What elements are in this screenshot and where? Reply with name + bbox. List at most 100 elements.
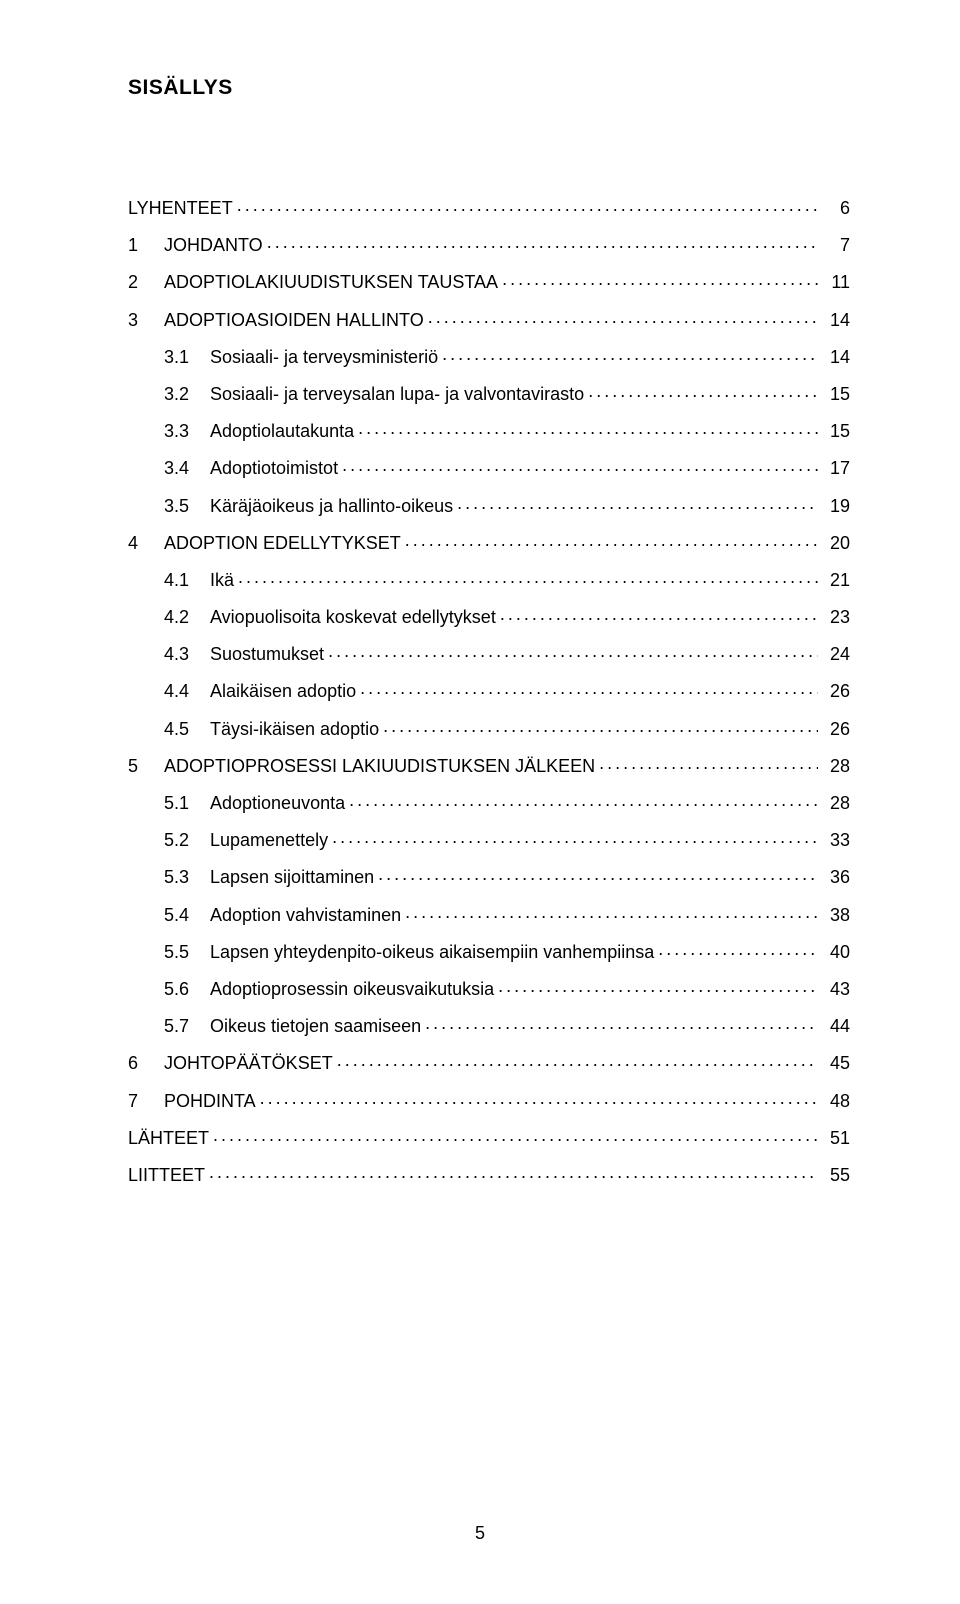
- toc-entry-label: Lapsen sijoittaminen: [210, 868, 374, 886]
- toc-entry: 4.2Aviopuolisoita koskevat edellytykset 2…: [128, 605, 850, 626]
- toc-entry-page: 17: [822, 459, 850, 477]
- toc-entry-label: LÄHTEET: [128, 1129, 209, 1147]
- toc-entry: 4.1Ikä21: [128, 568, 850, 589]
- toc-entry: 3.3Adoptiolautakunta 15: [128, 419, 850, 440]
- dot-leader: [425, 1014, 818, 1032]
- toc-entry-number: 3.4: [164, 459, 210, 477]
- dot-leader: [457, 494, 818, 512]
- dot-leader: [360, 679, 818, 697]
- toc-entry-label: LYHENTEET: [128, 199, 233, 217]
- toc-entry-label: JOHDANTO: [164, 236, 263, 254]
- toc-entry-number: 2: [128, 273, 164, 291]
- toc-entry: 5.3Lapsen sijoittaminen 36: [128, 865, 850, 886]
- toc-entry: 3.4Adoptiotoimistot 17: [128, 456, 850, 477]
- toc-entry-number: 5: [128, 757, 164, 775]
- toc-entry-page: 21: [822, 571, 850, 589]
- toc-entry-label: JOHTOPÄÄTÖKSET: [164, 1054, 333, 1072]
- toc-entry-number: 4: [128, 534, 164, 552]
- toc-entry-page: 7: [822, 236, 850, 254]
- toc-entry: LIITTEET55: [128, 1163, 850, 1184]
- dot-leader: [405, 531, 818, 549]
- toc-entry-page: 15: [822, 422, 850, 440]
- toc-entry-page: 19: [822, 497, 850, 515]
- toc-entry-number: 5.5: [164, 943, 210, 961]
- toc-entry-page: 48: [822, 1092, 850, 1110]
- toc-entry-label: Adoption vahvistaminen: [210, 906, 401, 924]
- toc-entry-number: 5.6: [164, 980, 210, 998]
- toc-entry-label: Ikä: [210, 571, 234, 589]
- toc-entry-number: 5.7: [164, 1017, 210, 1035]
- toc-entry-page: 36: [822, 868, 850, 886]
- toc-entry-label: Adoptioneuvonta: [210, 794, 345, 812]
- dot-leader: [332, 828, 818, 846]
- toc-entry-label: Adoptiotoimistot: [210, 459, 338, 477]
- toc-entry-page: 26: [822, 720, 850, 738]
- toc-entry-label: Adoptiolautakunta: [210, 422, 354, 440]
- document-page: SISÄLLYS LYHENTEET61JOHDANTO72ADOPTIOLAK…: [0, 0, 960, 1604]
- dot-leader: [428, 308, 818, 326]
- toc-entry-label: ADOPTIOPROSESSI LAKIUUDISTUKSEN JÄLKEEN: [164, 757, 595, 775]
- toc-entry-label: ADOPTIOLAKIUUDISTUKSEN TAUSTAA: [164, 273, 498, 291]
- toc-entry-number: 4.5: [164, 720, 210, 738]
- toc-entry-number: 5.3: [164, 868, 210, 886]
- toc-entry-page: 11: [822, 273, 850, 291]
- toc-entry-label: Sosiaali- ja terveysalan lupa- ja valvon…: [210, 385, 584, 403]
- toc-entry: 3.5Käräjäoikeus ja hallinto-oikeus19: [128, 494, 850, 515]
- toc-entry-page: 55: [822, 1166, 850, 1184]
- toc-entry-page: 51: [822, 1129, 850, 1147]
- toc-entry-page: 28: [822, 794, 850, 812]
- toc-entry-page: 14: [822, 311, 850, 329]
- toc-entry-label: Aviopuolisoita koskevat edellytykset: [210, 608, 496, 626]
- toc-entry-label: ADOPTION EDELLYTYKSET: [164, 534, 401, 552]
- toc-entry-number: 3.2: [164, 385, 210, 403]
- dot-leader: [599, 754, 818, 772]
- toc-entry-page: 43: [822, 980, 850, 998]
- toc-entry: 5.6Adoptioprosessin oikeusvaikutuksia 43: [128, 977, 850, 998]
- toc-entry-label: Oikeus tietojen saamiseen: [210, 1017, 421, 1035]
- dot-leader: [238, 568, 818, 586]
- toc-entry: 3.2Sosiaali- ja terveysalan lupa- ja val…: [128, 382, 850, 403]
- toc-entry: 5ADOPTIOPROSESSI LAKIUUDISTUKSEN JÄLKEEN…: [128, 754, 850, 775]
- toc-entry-number: 3.1: [164, 348, 210, 366]
- dot-leader: [378, 865, 818, 883]
- toc-entry-label: Alaikäisen adoptio: [210, 682, 356, 700]
- toc-entry-page: 15: [822, 385, 850, 403]
- toc-entry: 3ADOPTIOASIOIDEN HALLINTO14: [128, 308, 850, 329]
- toc-entry-number: 4.3: [164, 645, 210, 663]
- toc-entry: 4.4Alaikäisen adoptio 26: [128, 679, 850, 700]
- toc-entry-number: 1: [128, 236, 164, 254]
- dot-leader: [658, 940, 818, 958]
- toc-entry-label: Suostumukset: [210, 645, 324, 663]
- dot-leader: [328, 642, 818, 660]
- toc-entry: 5.7Oikeus tietojen saamiseen44: [128, 1014, 850, 1035]
- toc-entry: 4ADOPTION EDELLYTYKSET20: [128, 531, 850, 552]
- toc-entry-page: 38: [822, 906, 850, 924]
- dot-leader: [213, 1126, 818, 1144]
- toc-entry-page: 23: [822, 608, 850, 626]
- toc-entry: 5.2Lupamenettely33: [128, 828, 850, 849]
- dot-leader: [260, 1089, 818, 1107]
- toc-entry-label: Lupamenettely: [210, 831, 328, 849]
- toc-entry-label: Adoptioprosessin oikeusvaikutuksia: [210, 980, 494, 998]
- dot-leader: [349, 791, 818, 809]
- dot-leader: [442, 345, 818, 363]
- toc-entry-page: 33: [822, 831, 850, 849]
- toc-entry-number: 3.3: [164, 422, 210, 440]
- toc-entry-number: 5.4: [164, 906, 210, 924]
- toc-entry-number: 7: [128, 1092, 164, 1110]
- toc-entry-page: 28: [822, 757, 850, 775]
- toc-entry-page: 24: [822, 645, 850, 663]
- dot-leader: [337, 1051, 818, 1069]
- toc-entry-number: 4.4: [164, 682, 210, 700]
- dot-leader: [267, 233, 818, 251]
- toc-entry: 1JOHDANTO 7: [128, 233, 850, 254]
- toc-entry: 6JOHTOPÄÄTÖKSET45: [128, 1051, 850, 1072]
- toc-entry-page: 26: [822, 682, 850, 700]
- toc-entry-label: Sosiaali- ja terveysministeriö: [210, 348, 438, 366]
- dot-leader: [405, 903, 818, 921]
- toc-entry-number: 4.2: [164, 608, 210, 626]
- dot-leader: [237, 196, 818, 214]
- toc-entry-page: 40: [822, 943, 850, 961]
- toc-entry-label: ADOPTIOASIOIDEN HALLINTO: [164, 311, 424, 329]
- dot-leader: [209, 1163, 818, 1181]
